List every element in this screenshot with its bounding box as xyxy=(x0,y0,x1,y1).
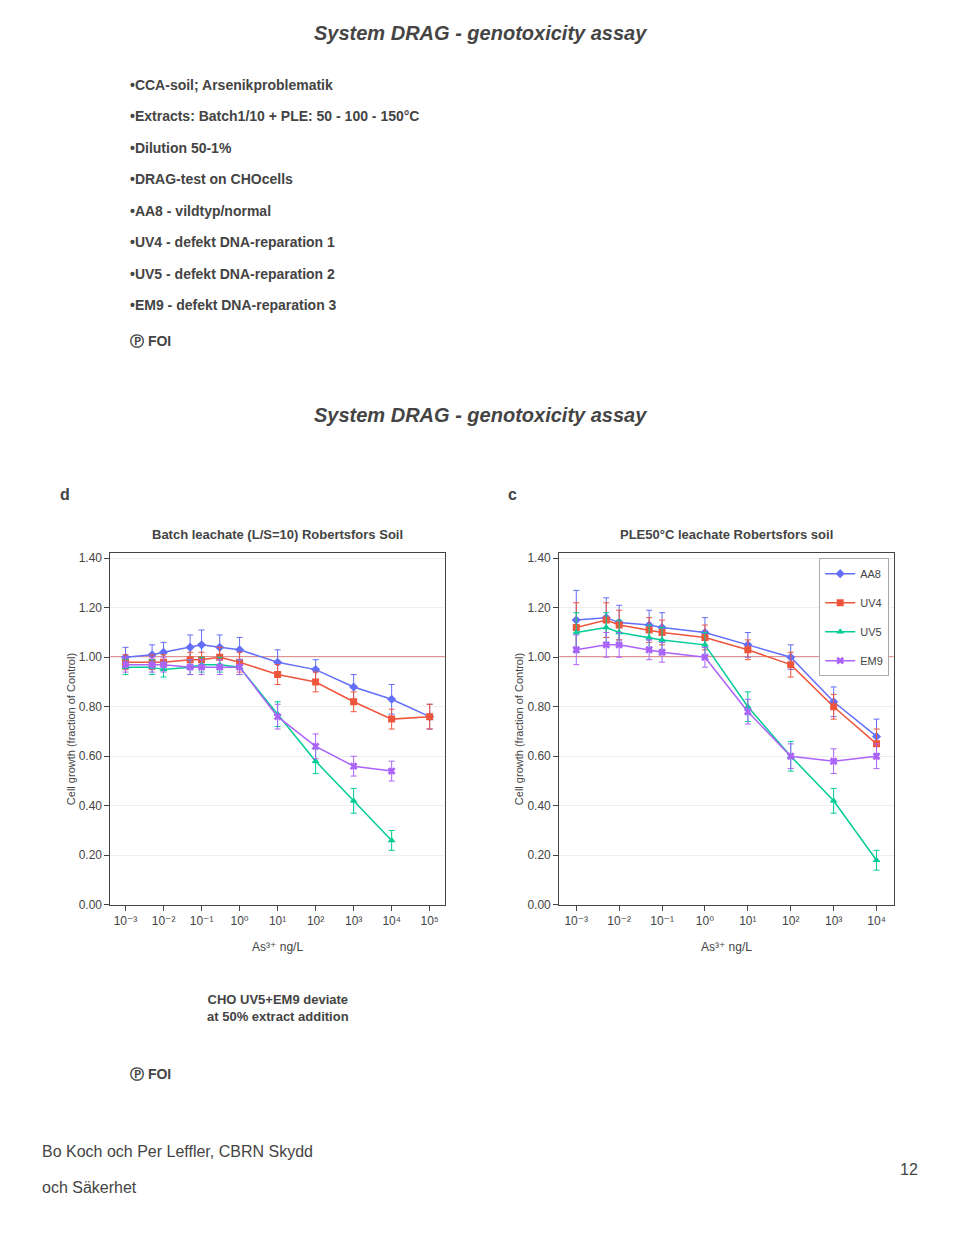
svg-text:UV4: UV4 xyxy=(860,597,881,609)
svg-text:As³⁺ ng/L: As³⁺ ng/L xyxy=(252,940,303,954)
svg-text:10⁻²: 10⁻² xyxy=(152,914,176,928)
svg-text:10⁰: 10⁰ xyxy=(230,914,248,928)
svg-text:1.40: 1.40 xyxy=(527,551,551,565)
svg-text:0.60: 0.60 xyxy=(79,749,103,763)
svg-text:•UV4 - defekt DNA-reparation 1: •UV4 - defekt DNA-reparation 1 xyxy=(130,234,335,250)
svg-text:10⁻¹: 10⁻¹ xyxy=(650,914,674,928)
svg-text:•DRAG-test on CHOcells: •DRAG-test on CHOcells xyxy=(130,171,293,187)
svg-text:Cell growth (fraction of Contr: Cell growth (fraction of Control) xyxy=(65,653,77,805)
svg-text:0.80: 0.80 xyxy=(79,700,103,714)
svg-text:0.80: 0.80 xyxy=(527,700,551,714)
svg-text:0.60: 0.60 xyxy=(527,749,551,763)
svg-text:10⁴: 10⁴ xyxy=(867,914,886,928)
svg-text:•AA8 - vildtyp/normal: •AA8 - vildtyp/normal xyxy=(130,203,271,219)
svg-text:•EM9 - defekt DNA-reparation 3: •EM9 - defekt DNA-reparation 3 xyxy=(130,297,337,313)
svg-text:System DRAG - genotoxicity ass: System DRAG - genotoxicity assay xyxy=(314,22,647,44)
svg-text:•Extracts: Batch1/10 + PLE: 50: •Extracts: Batch1/10 + PLE: 50 - 100 - 1… xyxy=(130,108,419,124)
svg-text:d: d xyxy=(60,486,70,503)
svg-text:•Dilution 50-1%: •Dilution 50-1% xyxy=(130,140,232,156)
svg-text:och Säkerhet: och Säkerhet xyxy=(42,1179,137,1196)
svg-text:10⁻³: 10⁻³ xyxy=(564,914,588,928)
svg-text:10¹: 10¹ xyxy=(269,914,286,928)
svg-text:CHO UV5+EM9 deviateat 50% extr: CHO UV5+EM9 deviateat 50% extract additi… xyxy=(207,992,349,1024)
svg-text:Batch leachate (L/S=10) Robert: Batch leachate (L/S=10) Robertsfors Soil xyxy=(152,527,403,542)
svg-text:0.40: 0.40 xyxy=(527,799,551,813)
svg-text:10¹: 10¹ xyxy=(739,914,756,928)
svg-text:1.00: 1.00 xyxy=(79,650,103,664)
svg-text:0.00: 0.00 xyxy=(527,898,551,912)
svg-text:Ⓟ FOI: Ⓟ FOI xyxy=(130,333,171,349)
svg-text:0.40: 0.40 xyxy=(79,799,103,813)
svg-text:10²: 10² xyxy=(782,914,799,928)
svg-text:•CCA-soil; Arsenikproblematik: •CCA-soil; Arsenikproblematik xyxy=(130,77,333,93)
svg-text:10²: 10² xyxy=(307,914,324,928)
svg-text:10⁵: 10⁵ xyxy=(421,914,439,928)
svg-text:10⁻¹: 10⁻¹ xyxy=(190,914,214,928)
svg-text:1.20: 1.20 xyxy=(527,601,551,615)
svg-text:10⁰: 10⁰ xyxy=(696,914,714,928)
svg-text:UV5: UV5 xyxy=(860,626,881,638)
svg-text:0.20: 0.20 xyxy=(79,848,103,862)
svg-text:•UV5 - defekt DNA-reparation 2: •UV5 - defekt DNA-reparation 2 xyxy=(130,266,335,282)
svg-text:AA8: AA8 xyxy=(860,568,881,580)
svg-text:Ⓟ FOI: Ⓟ FOI xyxy=(130,1066,171,1082)
svg-text:Bo Koch och Per Leffler, CBRN: Bo Koch och Per Leffler, CBRN Skydd xyxy=(42,1143,313,1160)
svg-text:0.00: 0.00 xyxy=(79,898,103,912)
svg-text:PLE50°C leachate Robertsfors s: PLE50°C leachate Robertsfors soil xyxy=(620,527,833,542)
svg-text:10⁻²: 10⁻² xyxy=(607,914,631,928)
svg-text:As³⁺ ng/L: As³⁺ ng/L xyxy=(701,940,752,954)
svg-text:1.20: 1.20 xyxy=(79,601,103,615)
svg-text:10³: 10³ xyxy=(345,914,362,928)
svg-text:System DRAG - genotoxicity ass: System DRAG - genotoxicity assay xyxy=(314,404,647,426)
svg-text:10⁴: 10⁴ xyxy=(382,914,401,928)
svg-text:10³: 10³ xyxy=(825,914,842,928)
svg-text:EM9: EM9 xyxy=(860,655,883,667)
svg-text:1.40: 1.40 xyxy=(79,551,103,565)
svg-text:0.20: 0.20 xyxy=(527,848,551,862)
svg-text:c: c xyxy=(508,486,517,503)
svg-text:Cell growth (fraction of Contr: Cell growth (fraction of Control) xyxy=(513,653,525,805)
svg-text:1.00: 1.00 xyxy=(527,650,551,664)
svg-text:12: 12 xyxy=(900,1161,918,1178)
svg-text:10⁻³: 10⁻³ xyxy=(114,914,138,928)
